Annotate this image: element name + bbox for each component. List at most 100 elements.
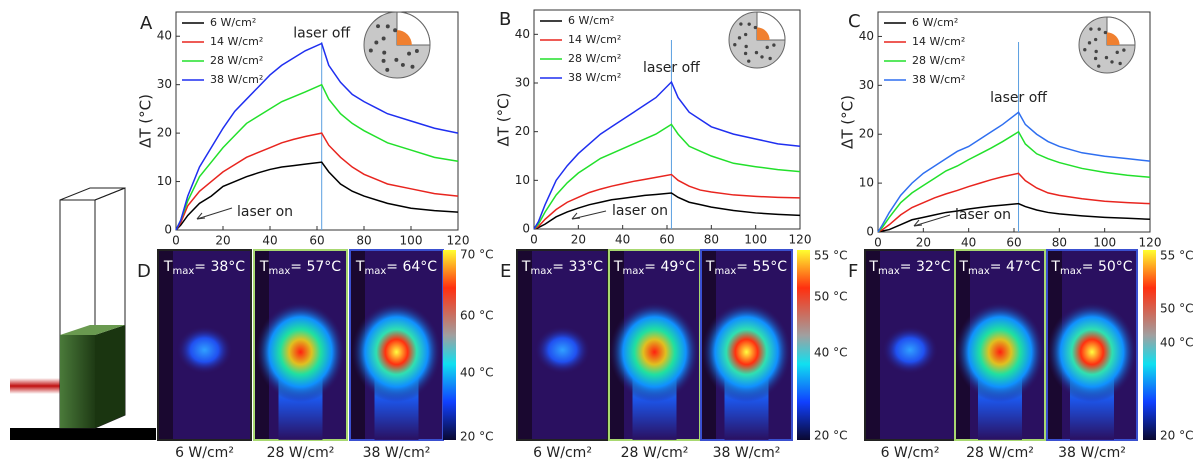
power-label: 28 W/cm² <box>267 445 335 461</box>
heat-spot <box>176 326 233 374</box>
y-axis-label: ΔT (°C) <box>839 95 857 149</box>
y-tick-label: 20 <box>515 124 530 138</box>
x-tick-label: 80 <box>1052 236 1067 250</box>
tmax-label: Tmax= 49°C <box>613 259 695 277</box>
x-tick-label: 60 <box>1006 236 1021 250</box>
power-label: 28 W/cm² <box>966 445 1034 461</box>
tmax-label: Tmax= 38°C <box>163 259 245 277</box>
tmax-value: = 57°C <box>290 259 341 275</box>
y-axis-label: ΔT (°C) <box>495 93 513 147</box>
x-tick-label: 80 <box>704 233 719 247</box>
y-tick-label: 30 <box>157 77 172 91</box>
tmax-symbol: T <box>355 259 365 275</box>
arrow-head <box>196 212 206 220</box>
sphere-pore <box>374 40 379 45</box>
y-tick-label: 10 <box>859 176 874 190</box>
annotation-arrow <box>571 210 607 220</box>
colorbar-label: 50 °C <box>814 290 847 304</box>
annotation-arrow <box>196 207 233 220</box>
annotation-laser-off: laser off <box>293 25 350 41</box>
colorbar-label: 40 °C <box>1160 336 1193 350</box>
tmax-subscript: max <box>172 266 194 277</box>
x-tick-label: 20 <box>571 233 586 247</box>
x-tick-label: 40 <box>615 233 630 247</box>
image-shade <box>866 251 880 439</box>
sphere-pore <box>1104 55 1109 60</box>
annotation-laser-on: laser on <box>612 203 668 219</box>
sphere-core <box>397 30 412 45</box>
panel-label: B <box>499 9 511 30</box>
colorbar-label: 20 °C <box>814 429 847 443</box>
colorbar-label: 50 °C <box>1160 302 1193 316</box>
tmax-label: Tmax= 64°C <box>355 259 437 277</box>
sphere-pore <box>1094 49 1098 54</box>
heat-spot <box>255 302 346 402</box>
tmax-symbol: T <box>705 259 715 275</box>
sphere-pore <box>1118 61 1122 66</box>
x-tick-label: 80 <box>356 234 371 248</box>
data-line <box>877 111 1151 233</box>
sphere-pore <box>381 58 386 63</box>
arrow-head <box>913 219 923 227</box>
legend-label: 14 W/cm² <box>568 33 621 46</box>
tmax-subscript: max <box>714 266 736 277</box>
x-tick-label: 100 <box>1093 236 1116 250</box>
sphere-pore <box>381 36 386 41</box>
sphere-pore <box>400 62 405 67</box>
sphere-pore <box>765 45 769 50</box>
annotation-laser-on: laser on <box>237 204 293 220</box>
tmax-value: = 50°C <box>1082 259 1133 275</box>
power-label: 38 W/cm² <box>713 445 781 461</box>
power-label: 28 W/cm² <box>621 445 689 461</box>
data-line <box>175 42 459 231</box>
colorbar-label: 70 °C <box>460 248 493 262</box>
sphere-pore <box>407 51 412 56</box>
sphere-pore <box>1089 27 1093 31</box>
sphere-pore <box>368 48 373 53</box>
tmax-subscript: max <box>364 266 386 277</box>
x-tick-label: 0 <box>874 236 882 250</box>
power-label: 6 W/cm² <box>533 445 592 461</box>
y-tick-label: 40 <box>515 27 530 41</box>
sphere-pore <box>385 24 390 29</box>
data-line <box>175 83 459 231</box>
x-tick-label: 100 <box>744 233 767 247</box>
y-tick-label: 10 <box>515 173 530 187</box>
legend-label: 6 W/cm² <box>210 16 256 29</box>
data-line <box>175 132 459 231</box>
legend-label: 38 W/cm² <box>210 73 263 86</box>
legend-label: 28 W/cm² <box>912 54 965 67</box>
x-tick-label: 20 <box>916 236 931 250</box>
panel-label: F <box>848 261 858 282</box>
sphere-pore <box>1110 60 1114 64</box>
sphere-pore <box>394 57 399 62</box>
tmax-symbol: T <box>958 259 968 275</box>
annotation-laser-off: laser off <box>643 60 700 76</box>
data-line <box>877 202 1151 233</box>
tmax-symbol: T <box>521 259 531 275</box>
y-tick-label: 20 <box>859 127 874 141</box>
sphere-pore <box>1093 56 1098 61</box>
tmax-symbol: T <box>868 259 878 275</box>
y-axis-label: ΔT (°C) <box>137 94 155 148</box>
tmax-subscript: max <box>878 266 900 277</box>
tmax-subscript: max <box>1060 266 1082 277</box>
sphere-pore <box>760 55 764 59</box>
sphere-pore <box>753 25 758 30</box>
cuvette-schematic <box>10 187 156 440</box>
x-tick-label: 60 <box>659 233 674 247</box>
power-label: 6 W/cm² <box>175 445 234 461</box>
tmax-subscript: max <box>530 266 552 277</box>
colorbar-label: 40 °C <box>460 366 493 380</box>
sphere-pore <box>1115 50 1119 55</box>
data-line <box>533 192 801 230</box>
colorbar-label: 40 °C <box>814 346 847 360</box>
sphere-pore <box>1093 37 1098 42</box>
tmax-value: = 47°C <box>990 259 1041 275</box>
sphere-pore <box>1103 30 1108 35</box>
sphere-pore <box>382 50 387 55</box>
y-tick-label: 10 <box>157 174 172 188</box>
tmax-label: Tmax= 47°C <box>958 259 1040 277</box>
image-shade <box>159 251 173 439</box>
